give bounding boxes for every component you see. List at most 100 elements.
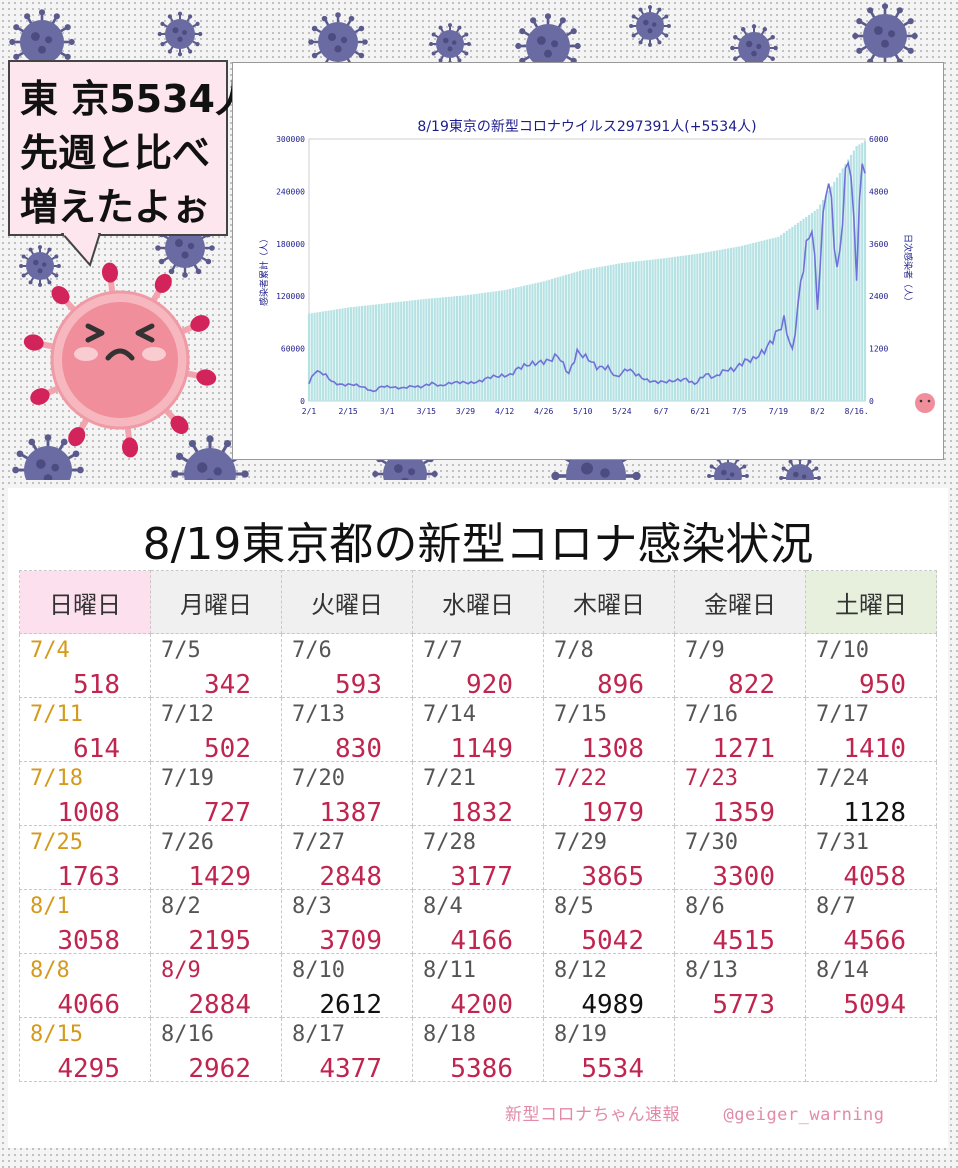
cumulative-bar xyxy=(654,259,657,401)
x-tick-label: 8/16. xyxy=(845,407,869,416)
table-row: 8/1 3058 8/2 2195 8/3 3709 8/4 4166 8/5 5042 8/6 45… xyxy=(19,889,937,956)
table-row: 7/11 614 7/12 502 7/13 830 7/14 1149 7/15 1308 7/1… xyxy=(19,697,937,764)
day-cell: 7/22 1979 xyxy=(543,761,675,828)
cell-count: 4166 xyxy=(450,926,513,956)
cell-count: 896 xyxy=(597,670,644,700)
day-cell: 8/11 4200 xyxy=(412,953,544,1020)
cell-count: 4066 xyxy=(57,990,120,1020)
y-tick-label: 0 xyxy=(300,397,305,406)
day-cell: 8/9 2884 xyxy=(150,953,282,1020)
cumulative-bar xyxy=(774,237,777,401)
cell-count: 2962 xyxy=(188,1054,251,1084)
cumulative-bar xyxy=(687,254,691,401)
cumulative-bar xyxy=(537,282,540,401)
cell-count: 614 xyxy=(73,734,120,764)
cumulative-bar xyxy=(372,304,375,401)
cell-date: 7/22 xyxy=(554,766,607,791)
cell-count: 1979 xyxy=(581,798,644,828)
cumulative-bar xyxy=(852,150,855,401)
cell-count: 1359 xyxy=(712,798,775,828)
cumulative-bar xyxy=(713,250,716,401)
cumulative-bar xyxy=(525,285,529,401)
credit-handle: @geiger_warning xyxy=(723,1105,885,1125)
cumulative-bar xyxy=(548,279,551,401)
cumulative-bar xyxy=(651,259,654,401)
cumulative-bar xyxy=(858,144,861,401)
cumulative-bar xyxy=(618,263,621,401)
cumulative-bar xyxy=(475,293,478,401)
cumulative-bar xyxy=(430,298,434,401)
day-cell: 8/7 4566 xyxy=(805,889,937,956)
cumulative-bar xyxy=(819,204,822,401)
cumulative-bar xyxy=(486,292,489,401)
day-cell: 8/1 3058 xyxy=(19,889,151,956)
cell-date: 7/10 xyxy=(816,638,869,663)
day-cell: 7/4 518 xyxy=(19,633,151,700)
cell-date: 7/30 xyxy=(685,830,738,855)
cell-date: 8/12 xyxy=(554,958,607,983)
cumulative-bar xyxy=(467,294,470,401)
cell-date: 8/2 xyxy=(161,894,201,919)
cumulative-bar xyxy=(534,283,537,401)
cumulative-bar xyxy=(511,288,515,401)
cell-date: 8/10 xyxy=(292,958,345,983)
cell-count: 1763 xyxy=(57,862,120,892)
table-title: 8/19東京都の新型コロナ感染状況 xyxy=(142,519,814,570)
cumulative-bar xyxy=(319,311,322,401)
day-cell: 7/28 3177 xyxy=(412,825,544,892)
cell-count: 822 xyxy=(728,670,775,700)
day-header: 火曜日 xyxy=(281,570,413,634)
table-area: 8/19東京都の新型コロナ感染状況 日曜日 月曜日 火曜日 水曜日 木曜日 金曜日 土曜日 … xyxy=(8,488,948,1148)
day-cell: 8/15 4295 xyxy=(19,1017,151,1084)
day-cell: 7/23 1359 xyxy=(674,761,806,828)
cumulative-bar xyxy=(830,186,833,401)
cumulative-bar xyxy=(439,297,442,401)
cumulative-bar xyxy=(360,305,364,401)
cell-date: 8/1 xyxy=(30,894,70,919)
cumulative-bar xyxy=(696,253,699,401)
cell-date: 7/7 xyxy=(423,638,463,663)
cell-date: 7/27 xyxy=(292,830,345,855)
cumulative-bar xyxy=(838,172,841,401)
cumulative-daily-chart: 8/19東京の新型コロナウイルス297391人(+5534人)060000120… xyxy=(258,119,935,416)
cumulative-bar xyxy=(411,300,414,401)
cell-count: 1410 xyxy=(843,734,906,764)
cumulative-bar xyxy=(727,248,730,401)
cumulative-bar xyxy=(419,299,422,401)
cell-count: 4515 xyxy=(712,926,775,956)
day-header: 木曜日 xyxy=(543,570,675,634)
day-cell: 8/18 5386 xyxy=(412,1017,544,1084)
cumulative-bar xyxy=(333,309,336,401)
virus-icon xyxy=(19,245,61,287)
cumulative-bar xyxy=(363,305,366,401)
cumulative-bar xyxy=(808,214,811,401)
cumulative-bar xyxy=(763,240,766,401)
day-cell: 8/3 3709 xyxy=(281,889,413,956)
day-cell: 8/4 4166 xyxy=(412,889,544,956)
table-row: 8/8 4066 8/9 2884 8/10 2612 8/11 4200 8/12 4989 8/… xyxy=(19,953,937,1020)
day-cell: 7/29 3865 xyxy=(543,825,675,892)
bubble-line-2: 先週と比べ xyxy=(20,131,211,175)
cumulative-bar xyxy=(578,270,582,401)
cumulative-bar xyxy=(824,195,827,401)
cumulative-bar xyxy=(369,305,372,401)
cumulative-bar xyxy=(760,240,763,401)
cumulative-bar xyxy=(324,311,327,401)
cumulative-bar xyxy=(833,181,836,401)
cumulative-bar xyxy=(721,249,724,401)
x-tick-label: 3/29 xyxy=(456,407,475,416)
cell-count: 4295 xyxy=(57,1054,120,1084)
chart-title: 8/19東京の新型コロナウイルス297391人(+5534人) xyxy=(417,119,756,135)
cell-date: 7/18 xyxy=(30,766,83,791)
cumulative-bar xyxy=(514,287,517,401)
x-tick-label: 6/21 xyxy=(691,407,710,416)
day-cell: 7/14 1149 xyxy=(412,697,544,764)
cumulative-bar xyxy=(576,271,579,401)
cumulative-bar xyxy=(623,262,626,401)
cumulative-bar xyxy=(634,261,637,401)
cumulative-bar xyxy=(414,300,417,401)
day-cell: 8/19 5534 xyxy=(543,1017,675,1084)
cumulative-bar xyxy=(495,291,498,401)
cumulative-bar xyxy=(436,297,439,401)
cumulative-bar xyxy=(310,313,313,401)
